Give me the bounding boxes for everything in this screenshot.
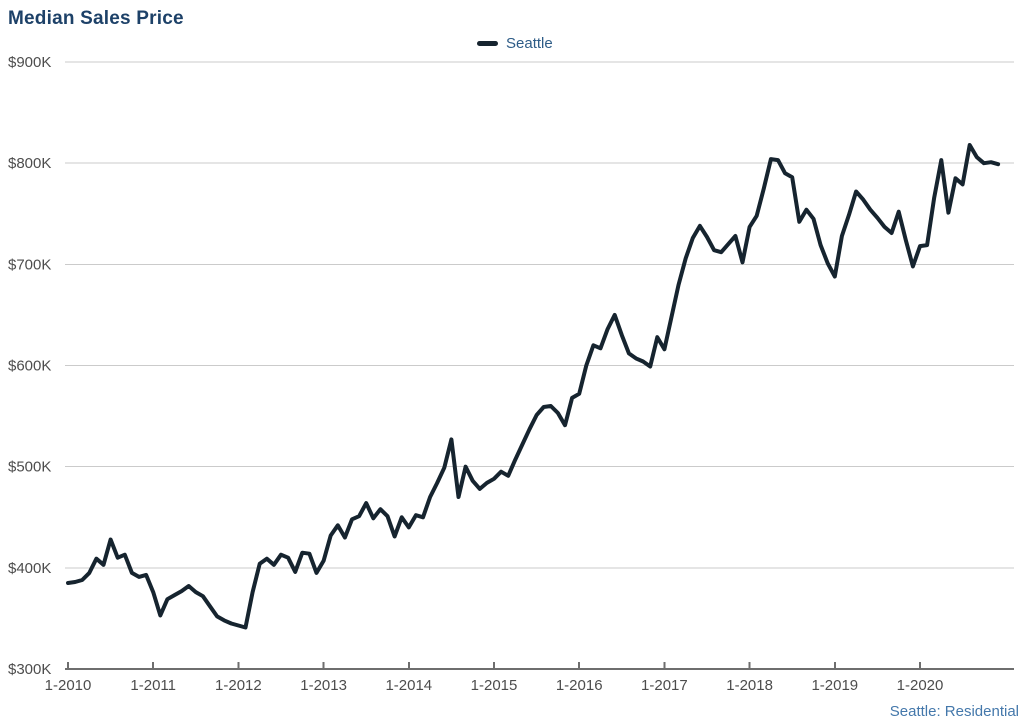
y-axis-label: $800K (8, 155, 51, 172)
x-axis-label: 1-2011 (130, 677, 176, 694)
x-axis-label: 1-2018 (726, 677, 773, 694)
legend-label: Seattle (506, 34, 553, 52)
chart-title: Median Sales Price (8, 8, 184, 29)
y-axis-label: $700K (8, 256, 51, 273)
x-axis-label: 1-2010 (45, 677, 92, 694)
x-axis-label: 1-2014 (385, 677, 432, 694)
x-axis-label: 1-2016 (556, 677, 603, 694)
legend-line-swatch-icon (477, 40, 498, 46)
x-axis-label: 1-2013 (300, 677, 347, 694)
y-axis-label: $400K (8, 560, 51, 577)
y-axis-label: $600K (8, 358, 51, 375)
seattle-price-line[interactable] (66, 143, 1001, 630)
y-axis-label: $900K (8, 54, 51, 71)
x-axis-label: 1-2015 (471, 677, 518, 694)
legend-item-seattle[interactable]: Seattle (477, 34, 553, 52)
attribution-link[interactable]: Seattle: Residential (889, 703, 1019, 720)
x-axis-label: 1-2020 (897, 677, 944, 694)
x-axis-label: 1-2019 (811, 677, 858, 694)
y-axis-label: $500K (8, 459, 51, 476)
x-axis-label: 1-2012 (215, 677, 262, 694)
y-axis-label: $300K (8, 661, 51, 678)
x-axis-label: 1-2017 (641, 677, 688, 694)
